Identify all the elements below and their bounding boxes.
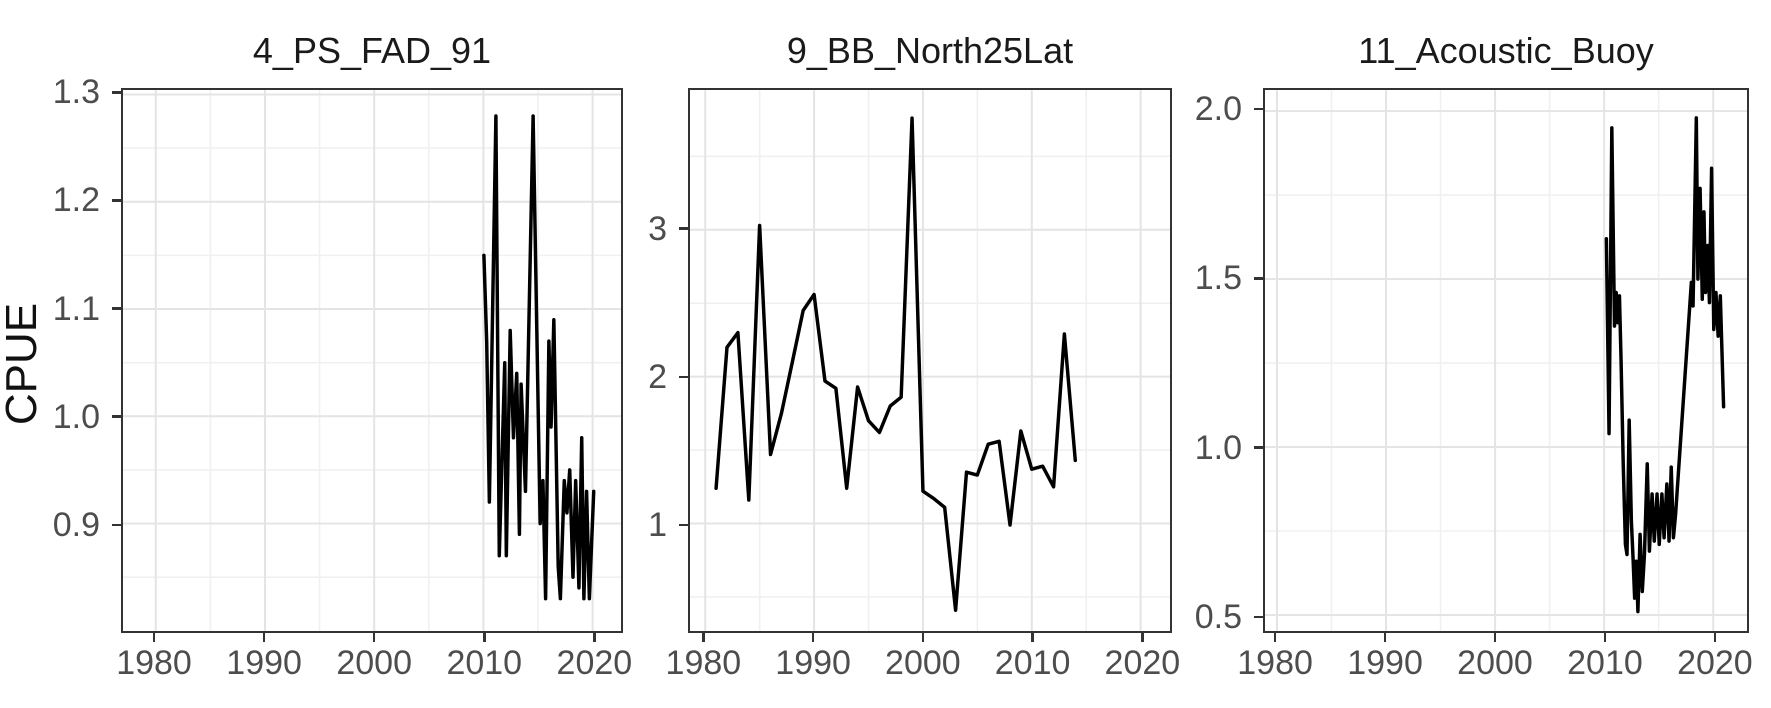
y-axis-tick	[1254, 277, 1263, 280]
x-axis-tick	[1603, 633, 1607, 642]
y-axis-tick	[112, 307, 121, 310]
cpue-series-line	[482, 114, 596, 601]
x-axis-tick	[1031, 633, 1034, 642]
y-axis-tick	[112, 415, 121, 418]
y-axis-tick-label: 1.2	[52, 181, 100, 220]
x-axis-tick	[702, 633, 705, 642]
cpue-series-line	[1604, 116, 1726, 614]
y-axis-tick	[112, 91, 121, 94]
facet-title-2: 9_BB_North25Lat	[786, 30, 1074, 71]
x-axis-tick	[1273, 633, 1277, 642]
x-axis-tick	[152, 633, 156, 642]
y-axis-title: CPUE	[0, 302, 46, 426]
x-axis-tick-label: 1990	[775, 644, 851, 682]
x-axis-tick-label: 2000	[1457, 644, 1533, 682]
x-axis-tick	[372, 633, 376, 642]
x-axis-tick	[811, 633, 815, 642]
x-axis-tick	[1383, 633, 1387, 642]
x-axis-tick-label: 1990	[226, 644, 302, 682]
x-axis-tick-label: 2010	[1567, 644, 1643, 682]
facet-panel-3	[1263, 88, 1749, 633]
y-axis-tick	[112, 523, 121, 527]
x-axis-tick-label: 1980	[116, 644, 192, 682]
y-axis-tick-label: 2.0	[1194, 90, 1242, 128]
y-axis-tick	[1254, 446, 1263, 449]
y-axis-tick-label: 1.1	[52, 289, 100, 328]
y-axis-tick-label: 1.5	[1194, 259, 1242, 298]
y-axis-tick-label: 1	[648, 505, 667, 544]
x-axis-tick-label: 2000	[885, 644, 961, 682]
y-axis-tick	[679, 227, 688, 230]
y-axis-tick-label: 1.0	[52, 397, 100, 436]
y-axis-tick-label: 2	[648, 357, 667, 396]
y-axis-tick-label: 0.9	[52, 505, 100, 544]
x-axis-tick	[921, 633, 925, 642]
line-plot	[1265, 90, 1747, 631]
y-axis-tick	[1254, 615, 1263, 619]
y-axis-tick-label: 1.0	[1194, 428, 1242, 467]
x-axis-tick-label: 2010	[994, 644, 1071, 682]
x-axis-tick-label: 2000	[336, 644, 412, 682]
x-axis-tick	[262, 633, 266, 642]
facet-title-3: 11_Acoustic_Buoy	[1358, 30, 1654, 71]
y-axis-tick-label: 3	[648, 209, 667, 248]
y-axis-tick	[679, 375, 688, 379]
line-plot	[123, 90, 621, 631]
facet-panel-1	[121, 88, 623, 633]
facet-panel-2	[688, 88, 1172, 633]
x-axis-tick	[1141, 633, 1144, 642]
x-axis-tick	[483, 633, 486, 642]
x-axis-tick-label: 2020	[1677, 644, 1753, 682]
line-plot	[690, 90, 1170, 631]
x-axis-tick-label: 2010	[446, 644, 523, 682]
x-axis-tick-label: 1980	[665, 644, 742, 682]
x-axis-tick-label: 2020	[556, 644, 633, 682]
cpue-series-line	[714, 116, 1078, 612]
x-axis-tick-label: 2020	[1104, 644, 1181, 682]
y-axis-tick	[679, 523, 688, 527]
facet-title-1: 4_PS_FAD_91	[252, 30, 492, 71]
x-axis-tick	[593, 633, 596, 642]
x-axis-tick	[1713, 633, 1717, 642]
y-axis-tick	[112, 199, 121, 202]
x-axis-tick-label: 1980	[1237, 644, 1313, 682]
y-axis-tick-label: 1.3	[52, 73, 100, 112]
x-axis-tick	[1493, 633, 1497, 642]
x-axis-tick-label: 1990	[1347, 644, 1423, 682]
y-axis-tick-label: 0.5	[1194, 598, 1242, 637]
y-axis-tick	[1254, 107, 1263, 111]
